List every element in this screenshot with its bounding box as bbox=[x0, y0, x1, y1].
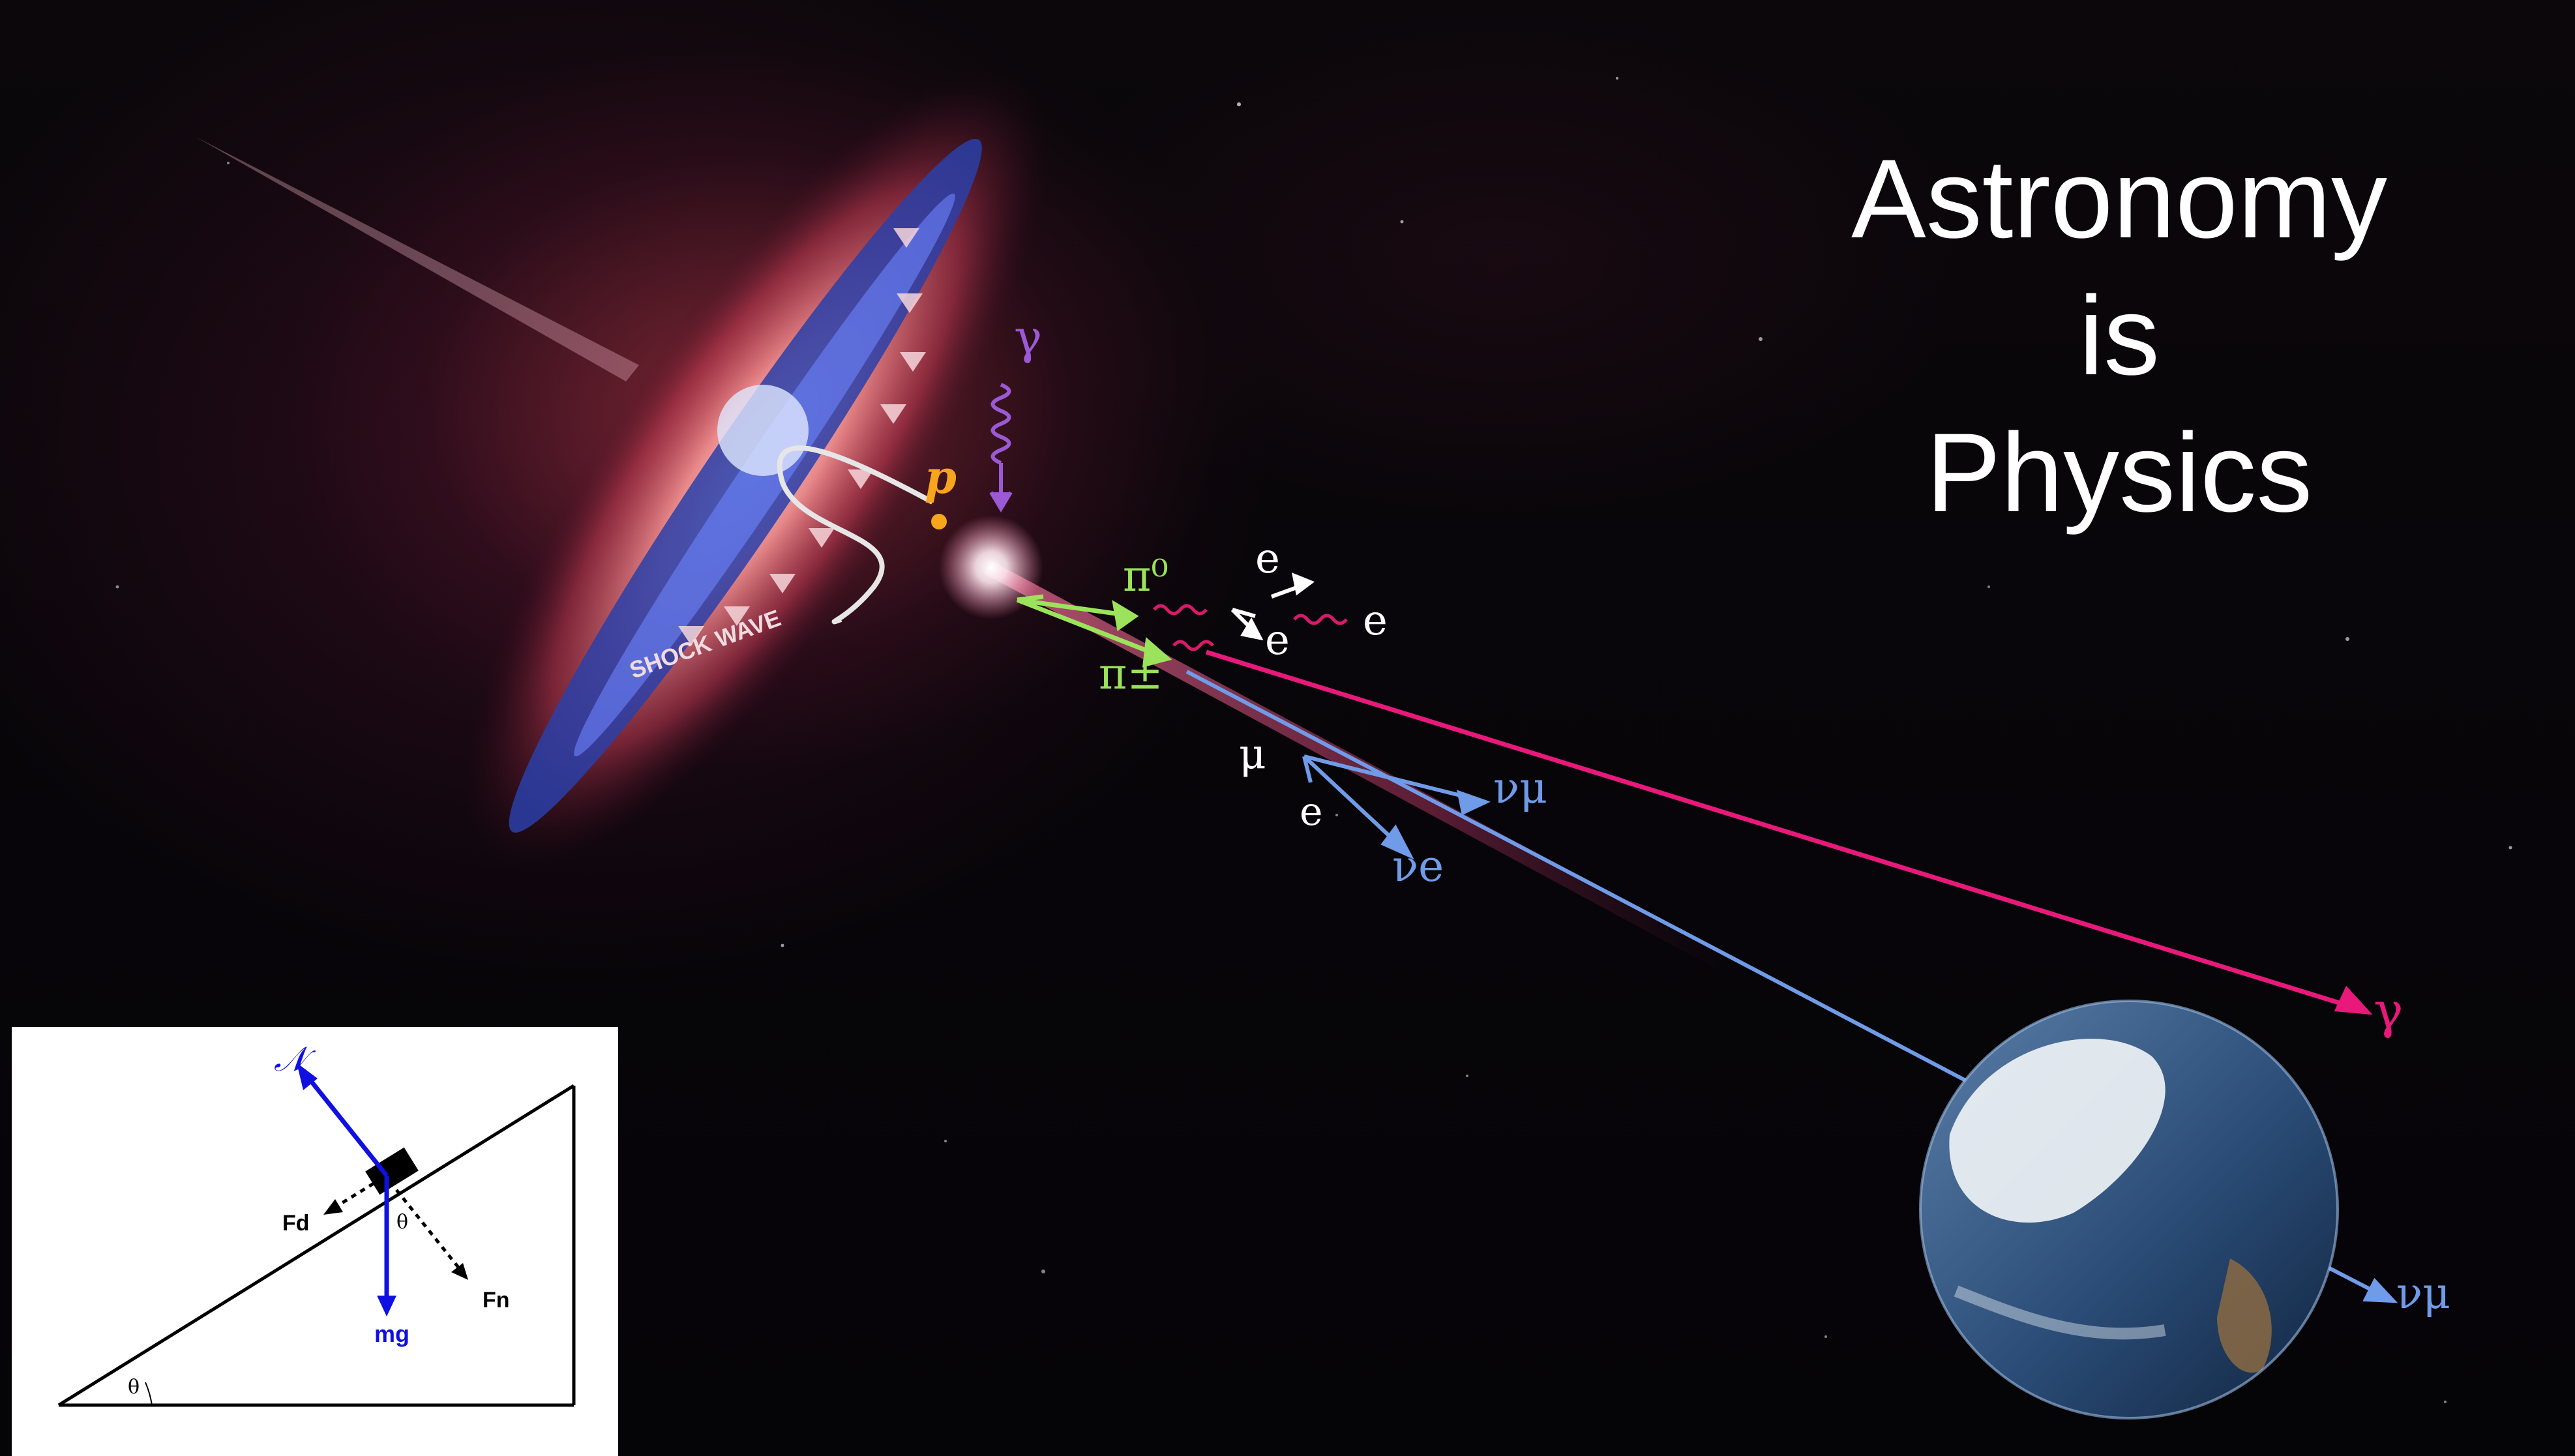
friction-label: Fd bbox=[282, 1211, 310, 1236]
gamma-ray-line bbox=[1205, 649, 2373, 1015]
force-vectors bbox=[297, 1063, 468, 1316]
pion-arrows bbox=[1016, 594, 1172, 668]
normal-vector-label: 𝒩 bbox=[274, 1040, 306, 1079]
angle-arc bbox=[145, 1382, 153, 1406]
stars bbox=[115, 77, 2512, 1403]
block bbox=[365, 1147, 419, 1195]
incoming-photon bbox=[989, 383, 1013, 513]
gamma-out-label: γ bbox=[2374, 981, 2404, 1039]
title-line-1: Astronomy bbox=[1851, 136, 2388, 261]
proton-trajectory bbox=[777, 445, 934, 625]
nu-mu-earth-label: νμ bbox=[2396, 1268, 2451, 1318]
muon-label: μ bbox=[1239, 730, 1266, 779]
base-angle-label: θ bbox=[128, 1376, 140, 1399]
black-hole-glow bbox=[717, 385, 809, 476]
shock-wave-arrows bbox=[678, 228, 926, 646]
weight-label: mg bbox=[374, 1320, 409, 1347]
upper-jet bbox=[196, 137, 639, 381]
gamma-in-label: γ bbox=[1014, 310, 1043, 364]
muon-decay-electron-label: e bbox=[1300, 789, 1323, 835]
inclined-plane-diagram: 𝒩 Fd θ Fn mg θ bbox=[12, 1027, 618, 1456]
main-jet bbox=[985, 561, 1734, 972]
nu-e-label: νe bbox=[1392, 841, 1444, 891]
electron-upper-label: e bbox=[1255, 535, 1280, 583]
block-angle-label: θ bbox=[396, 1211, 409, 1234]
title-line-3: Physics bbox=[1926, 410, 2313, 535]
incline-triangle bbox=[57, 1084, 576, 1407]
pi-zero-label: π⁰ bbox=[1123, 551, 1168, 601]
pi0-decay bbox=[1153, 604, 1348, 651]
title-line-2: is bbox=[2078, 273, 2160, 398]
slide-title: Astronomy is Physics bbox=[1728, 130, 2510, 541]
inclined-plane-svg bbox=[57, 1063, 576, 1407]
electron-arrows bbox=[1230, 572, 1315, 641]
pi-charged-label: π± bbox=[1099, 649, 1163, 699]
proton-dot bbox=[931, 514, 947, 529]
proton-label: p bbox=[925, 450, 957, 504]
electron-lower-label: e bbox=[1265, 616, 1290, 664]
electron-right-label: e bbox=[1363, 597, 1388, 645]
normal-force-label: Fn bbox=[483, 1288, 510, 1313]
nu-mu-label: νμ bbox=[1493, 763, 1548, 813]
earth bbox=[1919, 1000, 2339, 1419]
interaction-flash bbox=[939, 515, 1043, 619]
